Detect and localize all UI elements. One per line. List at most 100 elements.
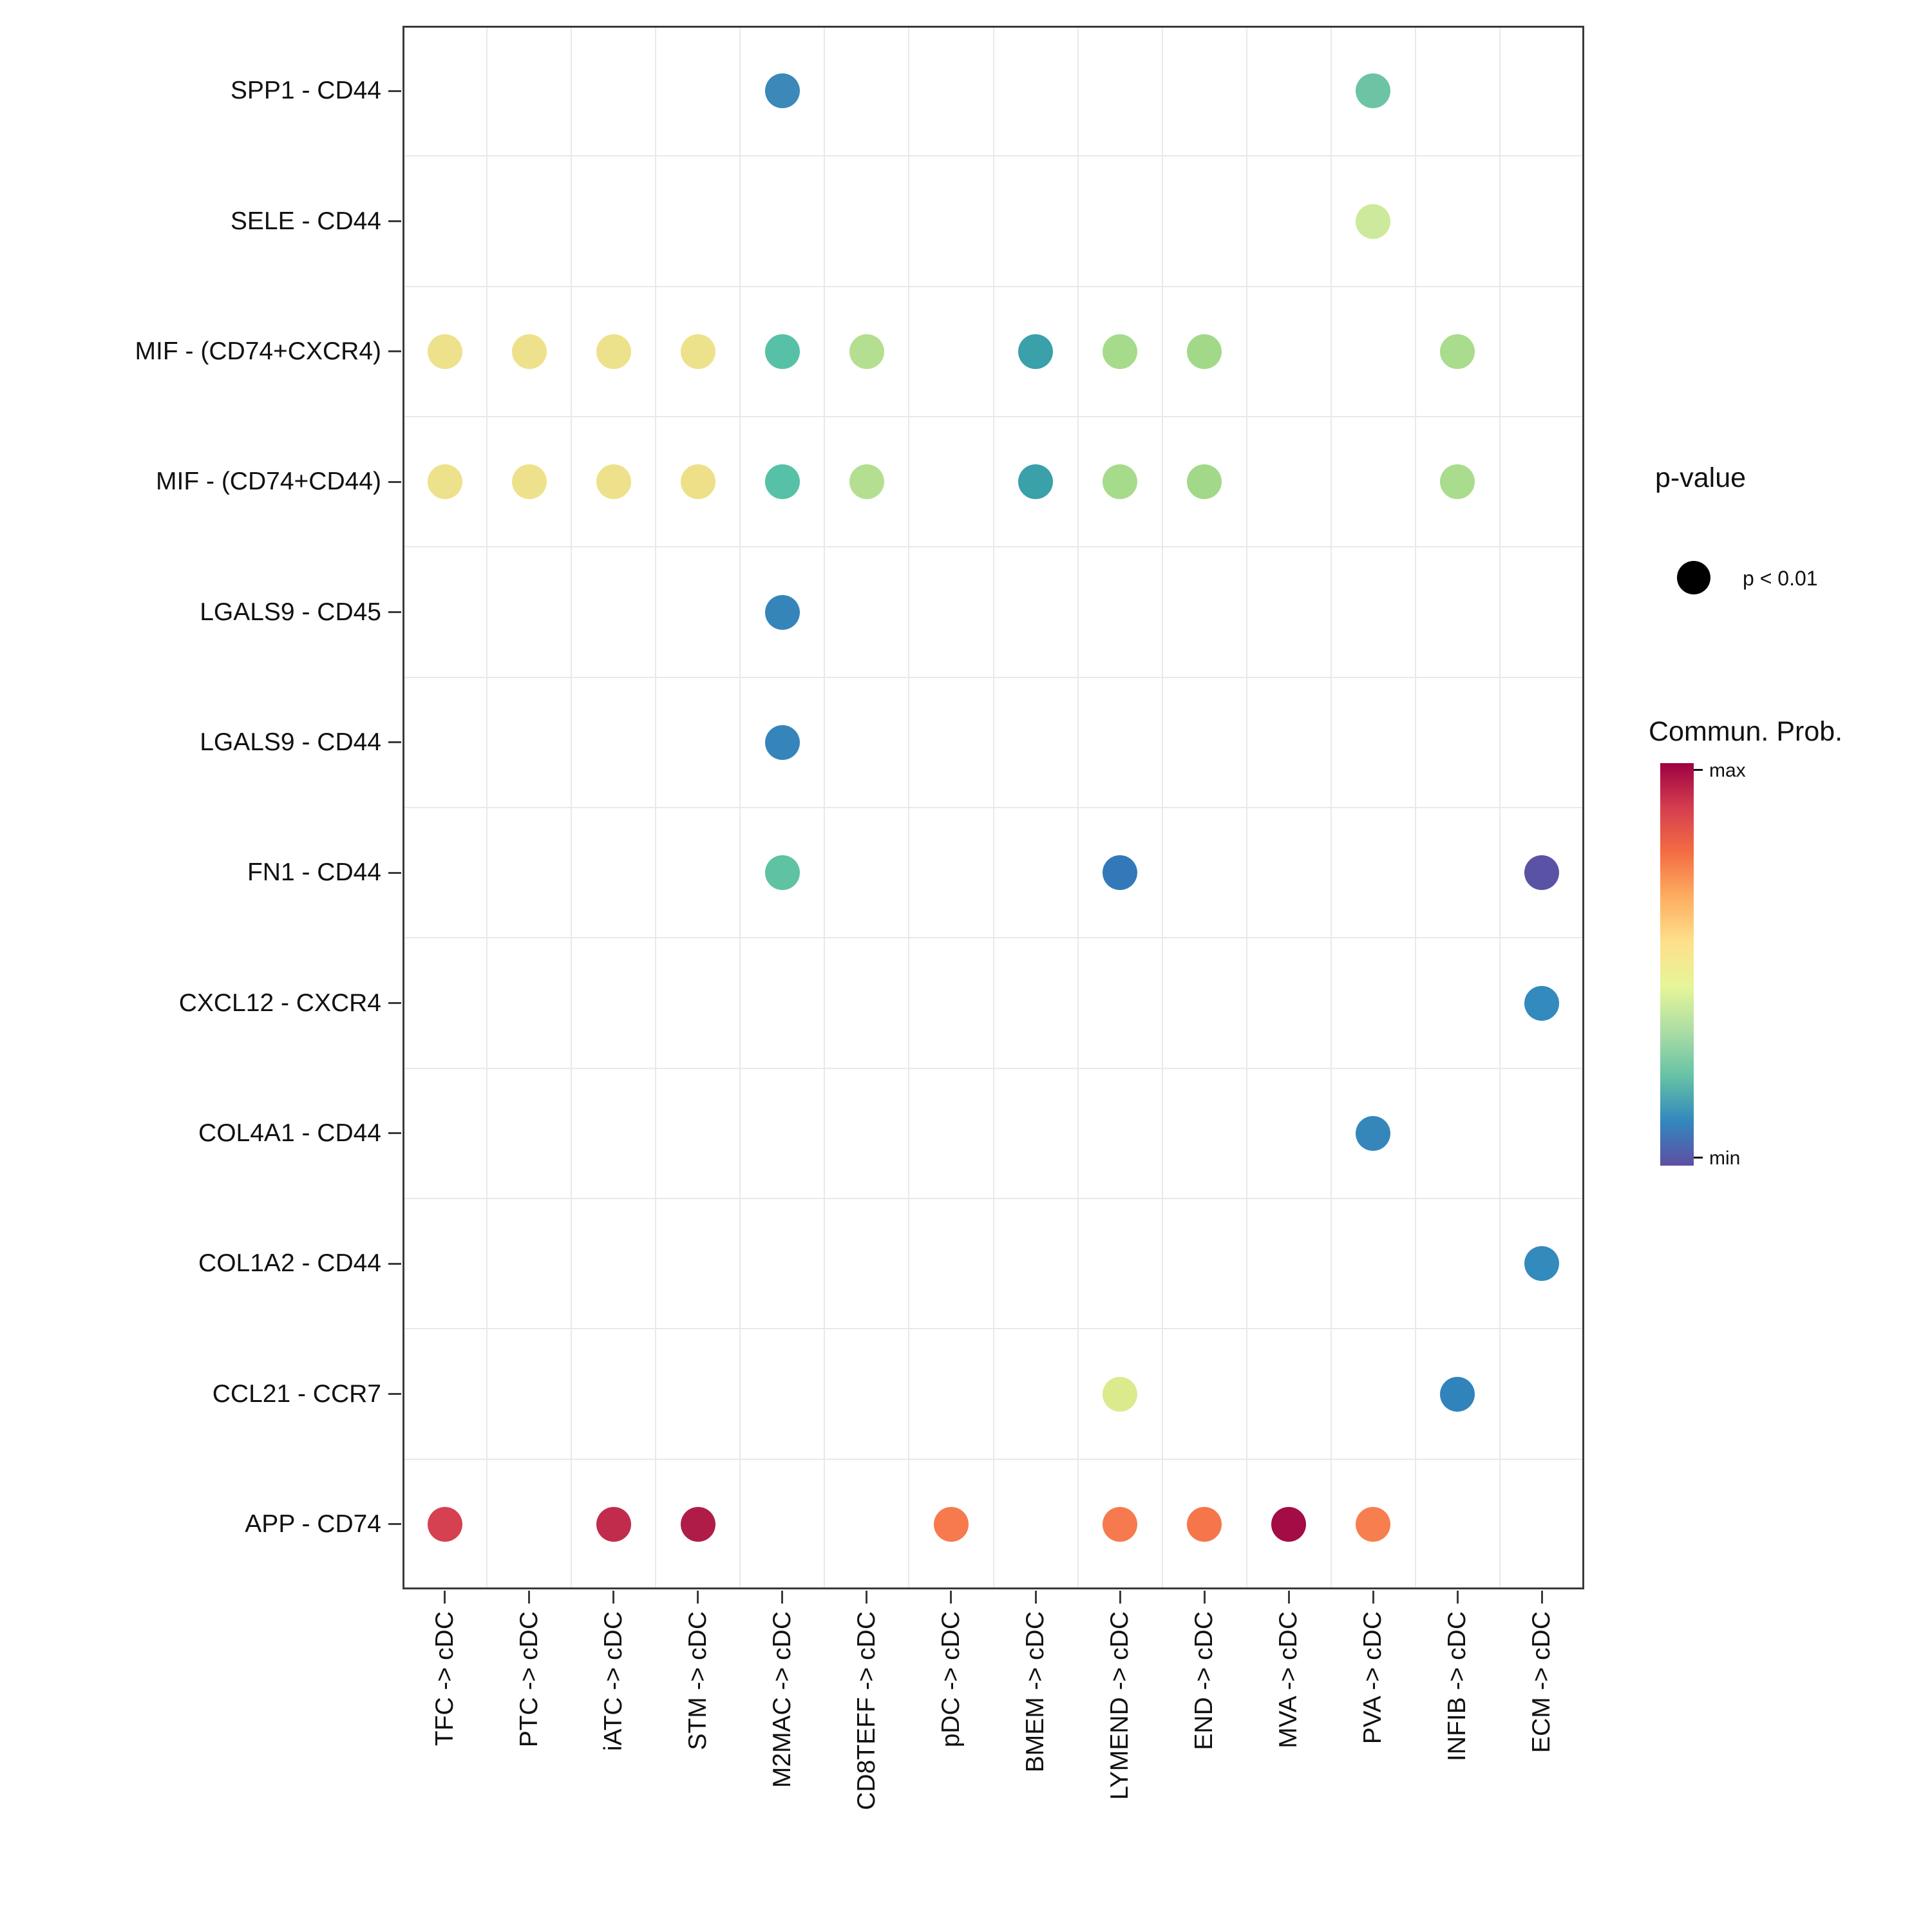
axis-tick-left bbox=[388, 220, 401, 222]
row-label: LGALS9 - CD44 bbox=[200, 728, 381, 756]
row-label: SELE - CD44 bbox=[230, 207, 381, 235]
axis-tick-left bbox=[388, 350, 401, 353]
pvalue-legend-label: p < 0.01 bbox=[1743, 567, 1818, 590]
data-dot bbox=[849, 334, 884, 369]
data-dot bbox=[427, 464, 462, 500]
colorbar-max-tick bbox=[1694, 769, 1703, 771]
gridline-horizontal bbox=[402, 416, 1584, 417]
gridline-horizontal bbox=[402, 285, 1584, 287]
data-dot bbox=[1271, 1506, 1307, 1542]
colorbar-gradient bbox=[1660, 763, 1694, 1166]
pvalue-legend-dot bbox=[1677, 561, 1710, 594]
col-label: pDC -> cDC bbox=[936, 1611, 965, 1748]
row-label: LGALS9 - CD45 bbox=[200, 598, 381, 626]
row-label: COL4A1 - CD44 bbox=[198, 1119, 381, 1147]
axis-tick-bottom bbox=[1119, 1591, 1121, 1604]
data-dot bbox=[596, 1506, 631, 1542]
data-dot bbox=[680, 464, 715, 500]
axis-tick-bottom bbox=[866, 1591, 868, 1604]
gridline-horizontal bbox=[402, 937, 1584, 939]
data-dot bbox=[1356, 1115, 1391, 1151]
gridline-horizontal bbox=[402, 807, 1584, 808]
row-label: FN1 - CD44 bbox=[247, 858, 381, 887]
axis-tick-left bbox=[388, 741, 401, 744]
axis-tick-left bbox=[388, 90, 401, 92]
axis-tick-bottom bbox=[444, 1591, 446, 1604]
row-label: MIF - (CD74+CXCR4) bbox=[135, 337, 381, 365]
data-dot bbox=[1356, 204, 1391, 239]
col-label: ECM -> cDC bbox=[1528, 1611, 1556, 1753]
data-dot bbox=[1440, 464, 1475, 500]
colorbar-title: Commun. Prob. bbox=[1649, 716, 1843, 747]
data-dot bbox=[1524, 985, 1560, 1021]
axis-tick-left bbox=[388, 871, 401, 874]
data-dot bbox=[1524, 855, 1560, 891]
axis-tick-left bbox=[388, 1523, 401, 1526]
col-label: END -> cDC bbox=[1190, 1611, 1218, 1750]
data-dot bbox=[1440, 334, 1475, 369]
data-dot bbox=[933, 1506, 969, 1542]
axis-tick-bottom bbox=[1034, 1591, 1037, 1604]
axis-tick-bottom bbox=[1540, 1591, 1543, 1604]
col-label: iATC -> cDC bbox=[599, 1611, 627, 1752]
data-dot bbox=[1103, 1506, 1138, 1542]
data-dot bbox=[1103, 334, 1138, 369]
data-dot bbox=[764, 855, 800, 891]
gridline-horizontal bbox=[402, 1067, 1584, 1069]
axis-tick-left bbox=[388, 611, 401, 613]
data-dot bbox=[680, 1506, 715, 1542]
col-label: PVA -> cDC bbox=[1359, 1611, 1387, 1745]
axis-tick-left bbox=[388, 1262, 401, 1265]
col-label: STM -> cDC bbox=[683, 1611, 712, 1750]
gridline-horizontal bbox=[402, 546, 1584, 548]
data-dot bbox=[764, 73, 800, 109]
row-label: SPP1 - CD44 bbox=[230, 77, 381, 105]
axis-tick-left bbox=[388, 480, 401, 483]
axis-tick-bottom bbox=[612, 1591, 615, 1604]
axis-tick-bottom bbox=[1287, 1591, 1290, 1604]
col-label: CD8TEFF -> cDC bbox=[852, 1611, 880, 1810]
data-dot bbox=[1187, 1506, 1222, 1542]
row-label: MIF - (CD74+CD44) bbox=[156, 468, 381, 496]
axis-tick-bottom bbox=[950, 1591, 952, 1604]
axis-tick-bottom bbox=[1372, 1591, 1374, 1604]
data-dot bbox=[1103, 1376, 1138, 1412]
gridline-horizontal bbox=[402, 1458, 1584, 1460]
colorbar-max-label: max bbox=[1709, 760, 1746, 781]
data-dot bbox=[1187, 334, 1222, 369]
data-dot bbox=[596, 464, 631, 500]
data-dot bbox=[1103, 464, 1138, 500]
row-label: CXCL12 - CXCR4 bbox=[178, 989, 381, 1017]
axis-tick-bottom bbox=[781, 1591, 784, 1604]
col-label: MVA -> cDC bbox=[1274, 1611, 1303, 1748]
data-dot bbox=[1356, 73, 1391, 109]
data-dot bbox=[849, 464, 884, 500]
data-dot bbox=[1187, 464, 1222, 500]
col-label: BMEM -> cDC bbox=[1021, 1611, 1050, 1773]
colorbar-min-label: min bbox=[1709, 1148, 1741, 1169]
col-label: PTC -> cDC bbox=[515, 1611, 543, 1748]
data-dot bbox=[1018, 334, 1054, 369]
data-dot bbox=[427, 334, 462, 369]
data-dot bbox=[427, 1506, 462, 1542]
colorbar-min-tick bbox=[1694, 1157, 1703, 1159]
gridline-horizontal bbox=[402, 1328, 1584, 1330]
data-dot bbox=[680, 334, 715, 369]
gridline-horizontal bbox=[402, 1198, 1584, 1199]
data-dot bbox=[511, 464, 547, 500]
pvalue-legend-title: p-value bbox=[1655, 462, 1747, 493]
data-dot bbox=[1524, 1246, 1560, 1282]
row-label: APP - CD74 bbox=[245, 1510, 381, 1538]
gridline-horizontal bbox=[402, 676, 1584, 678]
col-label: M2MAC -> cDC bbox=[768, 1611, 796, 1788]
data-dot bbox=[1440, 1376, 1475, 1412]
data-dot bbox=[1018, 464, 1054, 500]
col-label: TFC -> cDC bbox=[430, 1611, 459, 1747]
gridline-horizontal bbox=[402, 155, 1584, 157]
row-label: CCL21 - CCR7 bbox=[212, 1379, 381, 1408]
data-dot bbox=[1356, 1506, 1391, 1542]
col-label: INFIB -> cDC bbox=[1443, 1611, 1472, 1761]
axis-tick-bottom bbox=[697, 1591, 699, 1604]
row-label: COL1A2 - CD44 bbox=[198, 1249, 381, 1278]
